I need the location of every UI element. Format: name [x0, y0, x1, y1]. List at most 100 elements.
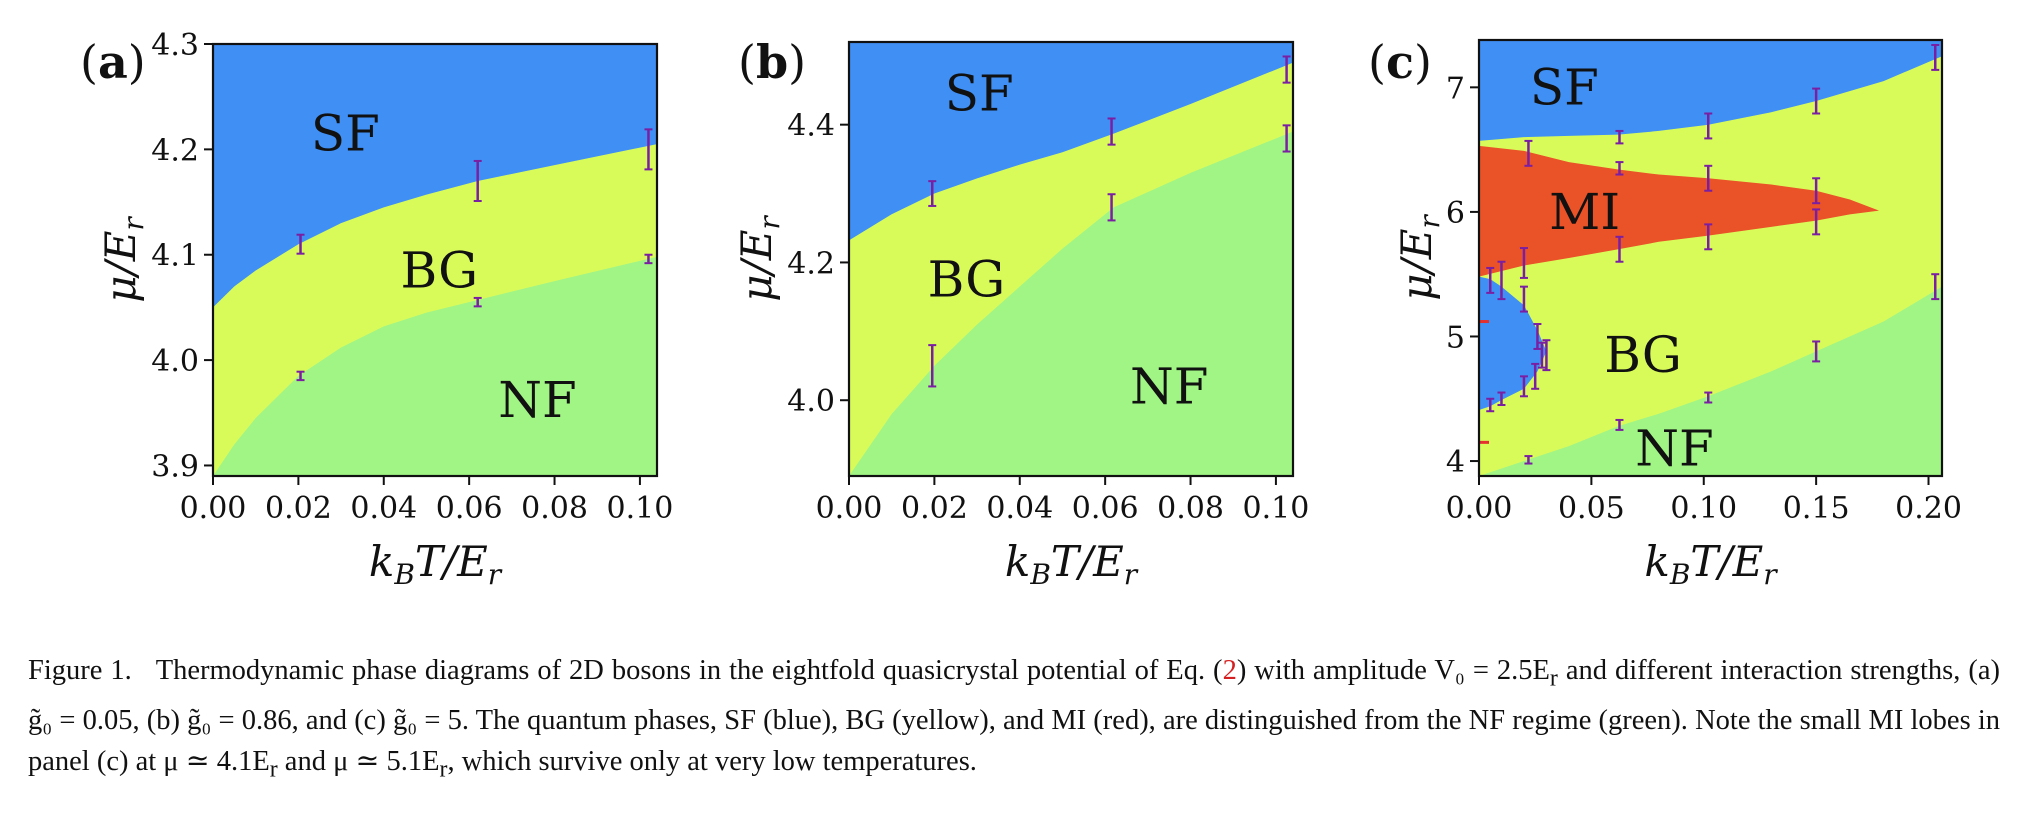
error-bar [1615, 418, 1624, 431]
error-bar [1524, 455, 1533, 465]
error-bar [1107, 117, 1116, 146]
panel-b: 0.00 0.02 0.04 0.06 0.08 0.10 4.0 4.2 4.4 kBT/Er μ… [732, 35, 1309, 591]
panel-label-c: (c) [1368, 35, 1432, 89]
error-bar [1533, 323, 1542, 350]
error-bar [296, 370, 305, 382]
panel-label-b: (b) [738, 35, 806, 89]
error-bar [1497, 260, 1506, 301]
error-bar [1282, 124, 1291, 153]
error-bar [928, 344, 937, 388]
error-bar [1107, 193, 1116, 222]
region-label-bg: BG [400, 242, 478, 300]
error-bar [473, 296, 482, 308]
panel-label-a: (a) [80, 35, 146, 89]
y-tick-label: 4.2 [151, 133, 199, 168]
region-label-sf: SF [311, 105, 380, 163]
y-tick-label: 7 [1446, 71, 1465, 106]
region-label-bg: BG [1604, 326, 1682, 384]
x-tick-label: 0.10 [1243, 491, 1310, 526]
error-bar [1542, 339, 1551, 372]
error-bar [1537, 341, 1546, 369]
phase-regions-c [1479, 40, 1942, 476]
caption-figure-label: Figure 1. [28, 655, 132, 686]
phase-regions-a [213, 44, 657, 476]
x-tick-label: 0.10 [1670, 491, 1737, 526]
x-tick-label: 0.10 [607, 491, 674, 526]
figure-caption: Figure 1. Thermodynamic phase diagrams o… [28, 650, 2000, 790]
caption-sub-r3: r [439, 756, 448, 783]
region-label-sf: SF [1530, 58, 1599, 116]
error-bar [1615, 161, 1624, 176]
x-tick-label: 0.06 [1072, 491, 1139, 526]
error-bar [1704, 164, 1713, 192]
error-bar [1519, 247, 1528, 279]
error-bar [1531, 362, 1540, 390]
error-bar [1519, 285, 1528, 313]
plot-frame [211, 42, 659, 478]
x-axis-label: kBT/Er [1644, 537, 1778, 591]
y-tick-label: 3.9 [151, 449, 199, 484]
region-label-mi: MI [1549, 183, 1620, 241]
error-bar [928, 180, 937, 207]
caption-text-3: and different interaction strengths, (a)… [28, 655, 2000, 777]
x-tick-label: 0.05 [1558, 491, 1625, 526]
y-tick-label: 4.0 [787, 384, 835, 419]
x-axis-label: kBT/Er [1005, 537, 1139, 591]
phase-regions-b [849, 42, 1293, 476]
nf-region [1479, 286, 1942, 476]
y-axis-label: μ/Er [96, 216, 150, 303]
error-bar [1812, 177, 1821, 205]
error-bar [644, 128, 653, 171]
error-bar [1497, 391, 1506, 406]
caption-text-2: ) with amplitude V₀ = 2.5E [1236, 655, 1550, 686]
error-bar [1704, 112, 1713, 140]
error-bar [1812, 208, 1821, 236]
plot-frame [1477, 38, 1944, 478]
mi-region [1479, 145, 1880, 277]
region-label-nf: NF [1635, 420, 1713, 478]
region-label-sf: SF [945, 65, 1014, 123]
error-bar [1486, 397, 1495, 413]
x-tick-label: 0.08 [521, 491, 588, 526]
y-tick-label: 4.2 [787, 246, 835, 281]
x-tick-label: 0.02 [265, 491, 332, 526]
y-axis-label: μ/Er [732, 215, 786, 302]
error-bar [1931, 43, 1940, 71]
error-bar [1615, 129, 1624, 145]
sf-region-upper [1479, 40, 1942, 141]
x-tick-label: 0.04 [986, 491, 1053, 526]
region-label-nf: NF [1130, 357, 1208, 415]
error-bar [1704, 223, 1713, 251]
phase-diagram-figure: 0.00 0.02 0.04 0.06 0.08 0.10 3.9 4.0 4.1 4.2 4.3 k… [80, 28, 1962, 591]
error-bar [473, 159, 482, 202]
error-bar [1524, 139, 1533, 167]
error-bar [1615, 235, 1624, 263]
plot-frame [847, 40, 1295, 478]
panel-a: 0.00 0.02 0.04 0.06 0.08 0.10 3.9 4.0 4.1 4.2 4.3 k… [80, 28, 673, 591]
x-tick-label: 0.00 [180, 491, 247, 526]
nf-region [213, 256, 657, 476]
x-tick-label: 0.06 [436, 491, 503, 526]
x-tick-label: 0.08 [1157, 491, 1224, 526]
caption-sub-r2: r [269, 756, 278, 783]
sf-region-lower [1479, 276, 1547, 410]
y-tick-label: 4.1 [151, 239, 199, 274]
x-axis-label: kBT/Er [369, 537, 503, 591]
caption-equation-link[interactable]: 2 [1222, 655, 1237, 686]
y-tick-label: 6 [1446, 196, 1465, 231]
y-tick-label: 5 [1446, 320, 1465, 355]
y-tick-label: 4.0 [151, 344, 199, 379]
x-tick-label: 0.00 [816, 491, 883, 526]
y-tick-label: 4.3 [151, 28, 199, 63]
y-axis-label: μ/Er [1392, 214, 1446, 301]
caption-text-4: and μ ≃ 5.1E [277, 745, 440, 777]
panel-c: 0.00 0.05 0.10 0.15 0.20 4 5 6 7 kBT/Er μ/Er SF MI BG… [1368, 35, 1962, 591]
error-bar [644, 253, 653, 265]
nf-region [849, 131, 1293, 476]
x-tick-label: 0.15 [1783, 491, 1850, 526]
caption-text-5: , which survive only at very low tempera… [447, 745, 977, 777]
region-label-nf: NF [498, 371, 576, 429]
error-bar [1812, 340, 1821, 363]
y-tick-label: 4.4 [787, 109, 835, 144]
caption-sub-r1: r [1549, 665, 1558, 692]
